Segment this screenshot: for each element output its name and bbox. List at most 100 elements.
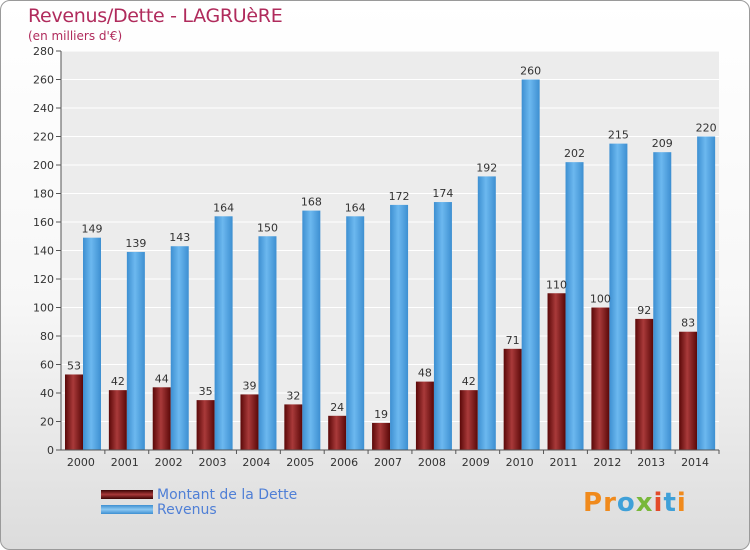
data-label-debt-2006: 24 [330, 401, 344, 414]
bar-debt-2008 [415, 381, 434, 450]
y-tick-label: 120 [33, 273, 54, 286]
bar-debt-2005 [284, 404, 303, 450]
bar-debt-2013 [635, 318, 654, 450]
bar-revenue-2006 [346, 216, 365, 450]
bar-debt-2012 [591, 307, 610, 450]
data-label-revenue-2007: 172 [389, 190, 410, 203]
y-tick-label: 80 [40, 330, 54, 343]
bar-debt-2003 [196, 400, 215, 450]
logo-letter: i [676, 488, 687, 518]
x-tick-label-2006: 2006 [330, 456, 358, 469]
bar-debt-2004 [240, 394, 259, 450]
data-label-revenue-2006: 164 [345, 201, 366, 214]
data-label-revenue-2005: 168 [301, 196, 322, 209]
data-label-debt-2004: 39 [242, 379, 256, 392]
x-tick-label-2001: 2001 [111, 456, 139, 469]
x-tick-label-2008: 2008 [418, 456, 446, 469]
x-tick-label-2007: 2007 [374, 456, 402, 469]
data-label-debt-2011: 110 [546, 278, 567, 291]
x-tick-label-2009: 2009 [462, 456, 490, 469]
bar-debt-2007 [372, 422, 391, 450]
data-label-debt-2014: 83 [681, 317, 695, 330]
x-tick-label-2014: 2014 [681, 456, 709, 469]
bar-revenue-2002 [170, 246, 189, 450]
bar-debt-2010 [503, 348, 522, 450]
y-tick-label: 280 [33, 45, 54, 58]
y-tick-label: 140 [33, 245, 54, 258]
bar-revenue-2009 [477, 176, 496, 450]
data-label-debt-2010: 71 [506, 334, 520, 347]
data-label-revenue-2001: 139 [125, 237, 146, 250]
bar-debt-2000 [65, 374, 83, 450]
bar-debt-2009 [459, 390, 478, 450]
x-tick-label-2003: 2003 [199, 456, 227, 469]
bar-revenue-2008 [433, 202, 452, 450]
proxiti-logo: Proxiti [583, 488, 687, 518]
data-label-debt-2012: 100 [590, 293, 611, 306]
data-label-revenue-2002: 143 [169, 231, 190, 244]
bar-revenue-2001 [126, 251, 145, 450]
x-tick-label-2011: 2011 [549, 456, 577, 469]
bar-revenue-2010 [521, 79, 540, 450]
chart-title: Revenus/Dette - LAGRUèRE [28, 5, 283, 27]
x-tick-label-2004: 2004 [242, 456, 270, 469]
bar-revenue-2004 [258, 236, 277, 450]
logo-letter: P [583, 488, 604, 518]
legend-item-revenue: Revenus [101, 502, 401, 518]
logo-letter: i [653, 488, 664, 518]
bar-revenue-2012 [609, 143, 628, 450]
data-label-revenue-2011: 202 [564, 147, 585, 160]
logo-letter: x [635, 488, 654, 518]
logo-letter: o [616, 488, 636, 518]
data-label-revenue-2014: 220 [696, 122, 717, 135]
x-tick-label-2005: 2005 [286, 456, 314, 469]
logo-letter: t [663, 488, 677, 518]
data-label-revenue-2004: 150 [257, 221, 278, 234]
data-label-debt-2009: 42 [462, 375, 476, 388]
x-tick-label-2002: 2002 [155, 456, 183, 469]
bar-revenue-2005 [302, 210, 321, 450]
bar-debt-2001 [108, 390, 127, 450]
data-label-debt-2008: 48 [418, 367, 432, 380]
y-tick-label: 160 [33, 216, 54, 229]
y-tick-label: 200 [33, 159, 54, 172]
chart-subtitle: (en milliers d'€) [28, 29, 123, 43]
y-tick-label: 100 [33, 302, 54, 315]
y-tick-label: 220 [33, 131, 54, 144]
data-label-debt-2003: 35 [199, 385, 213, 398]
y-tick-label: 260 [33, 74, 54, 87]
y-tick-label: 240 [33, 102, 54, 115]
legend-swatch-debt [101, 490, 153, 499]
data-label-debt-2001: 42 [111, 375, 125, 388]
legend-swatch-revenue [101, 505, 153, 514]
data-label-debt-2013: 92 [637, 304, 651, 317]
data-label-revenue-2012: 215 [608, 129, 629, 142]
data-label-revenue-2009: 192 [476, 161, 497, 174]
data-label-revenue-2003: 164 [213, 201, 234, 214]
data-label-revenue-2013: 209 [652, 137, 673, 150]
bar-revenue-2011 [565, 162, 584, 450]
bar-debt-2014 [679, 331, 698, 450]
bar-revenue-2000 [83, 237, 101, 450]
data-label-revenue-2010: 260 [520, 65, 541, 78]
y-tick-label: 60 [40, 359, 54, 372]
x-tick-label-2013: 2013 [637, 456, 665, 469]
legend-item-debt: Montant de la Dette [101, 487, 401, 503]
data-label-debt-2000: 53 [67, 359, 81, 372]
data-label-debt-2007: 19 [374, 408, 388, 421]
bar-revenue-2014 [697, 136, 716, 450]
x-tick-label-2010: 2010 [506, 456, 534, 469]
data-label-debt-2005: 32 [286, 389, 300, 402]
logo-letter: r [603, 488, 617, 518]
legend-label-revenue: Revenus [157, 502, 217, 518]
x-tick-label-2000: 2000 [67, 456, 95, 469]
bar-revenue-2013 [653, 152, 672, 451]
y-tick-label: 40 [40, 387, 54, 400]
bar-revenue-2003 [214, 216, 233, 450]
bar-revenue-2007 [390, 204, 409, 450]
bar-debt-2002 [152, 387, 171, 450]
x-tick-label-2012: 2012 [593, 456, 621, 469]
chart-legend: Montant de la Dette Revenus [101, 487, 401, 518]
